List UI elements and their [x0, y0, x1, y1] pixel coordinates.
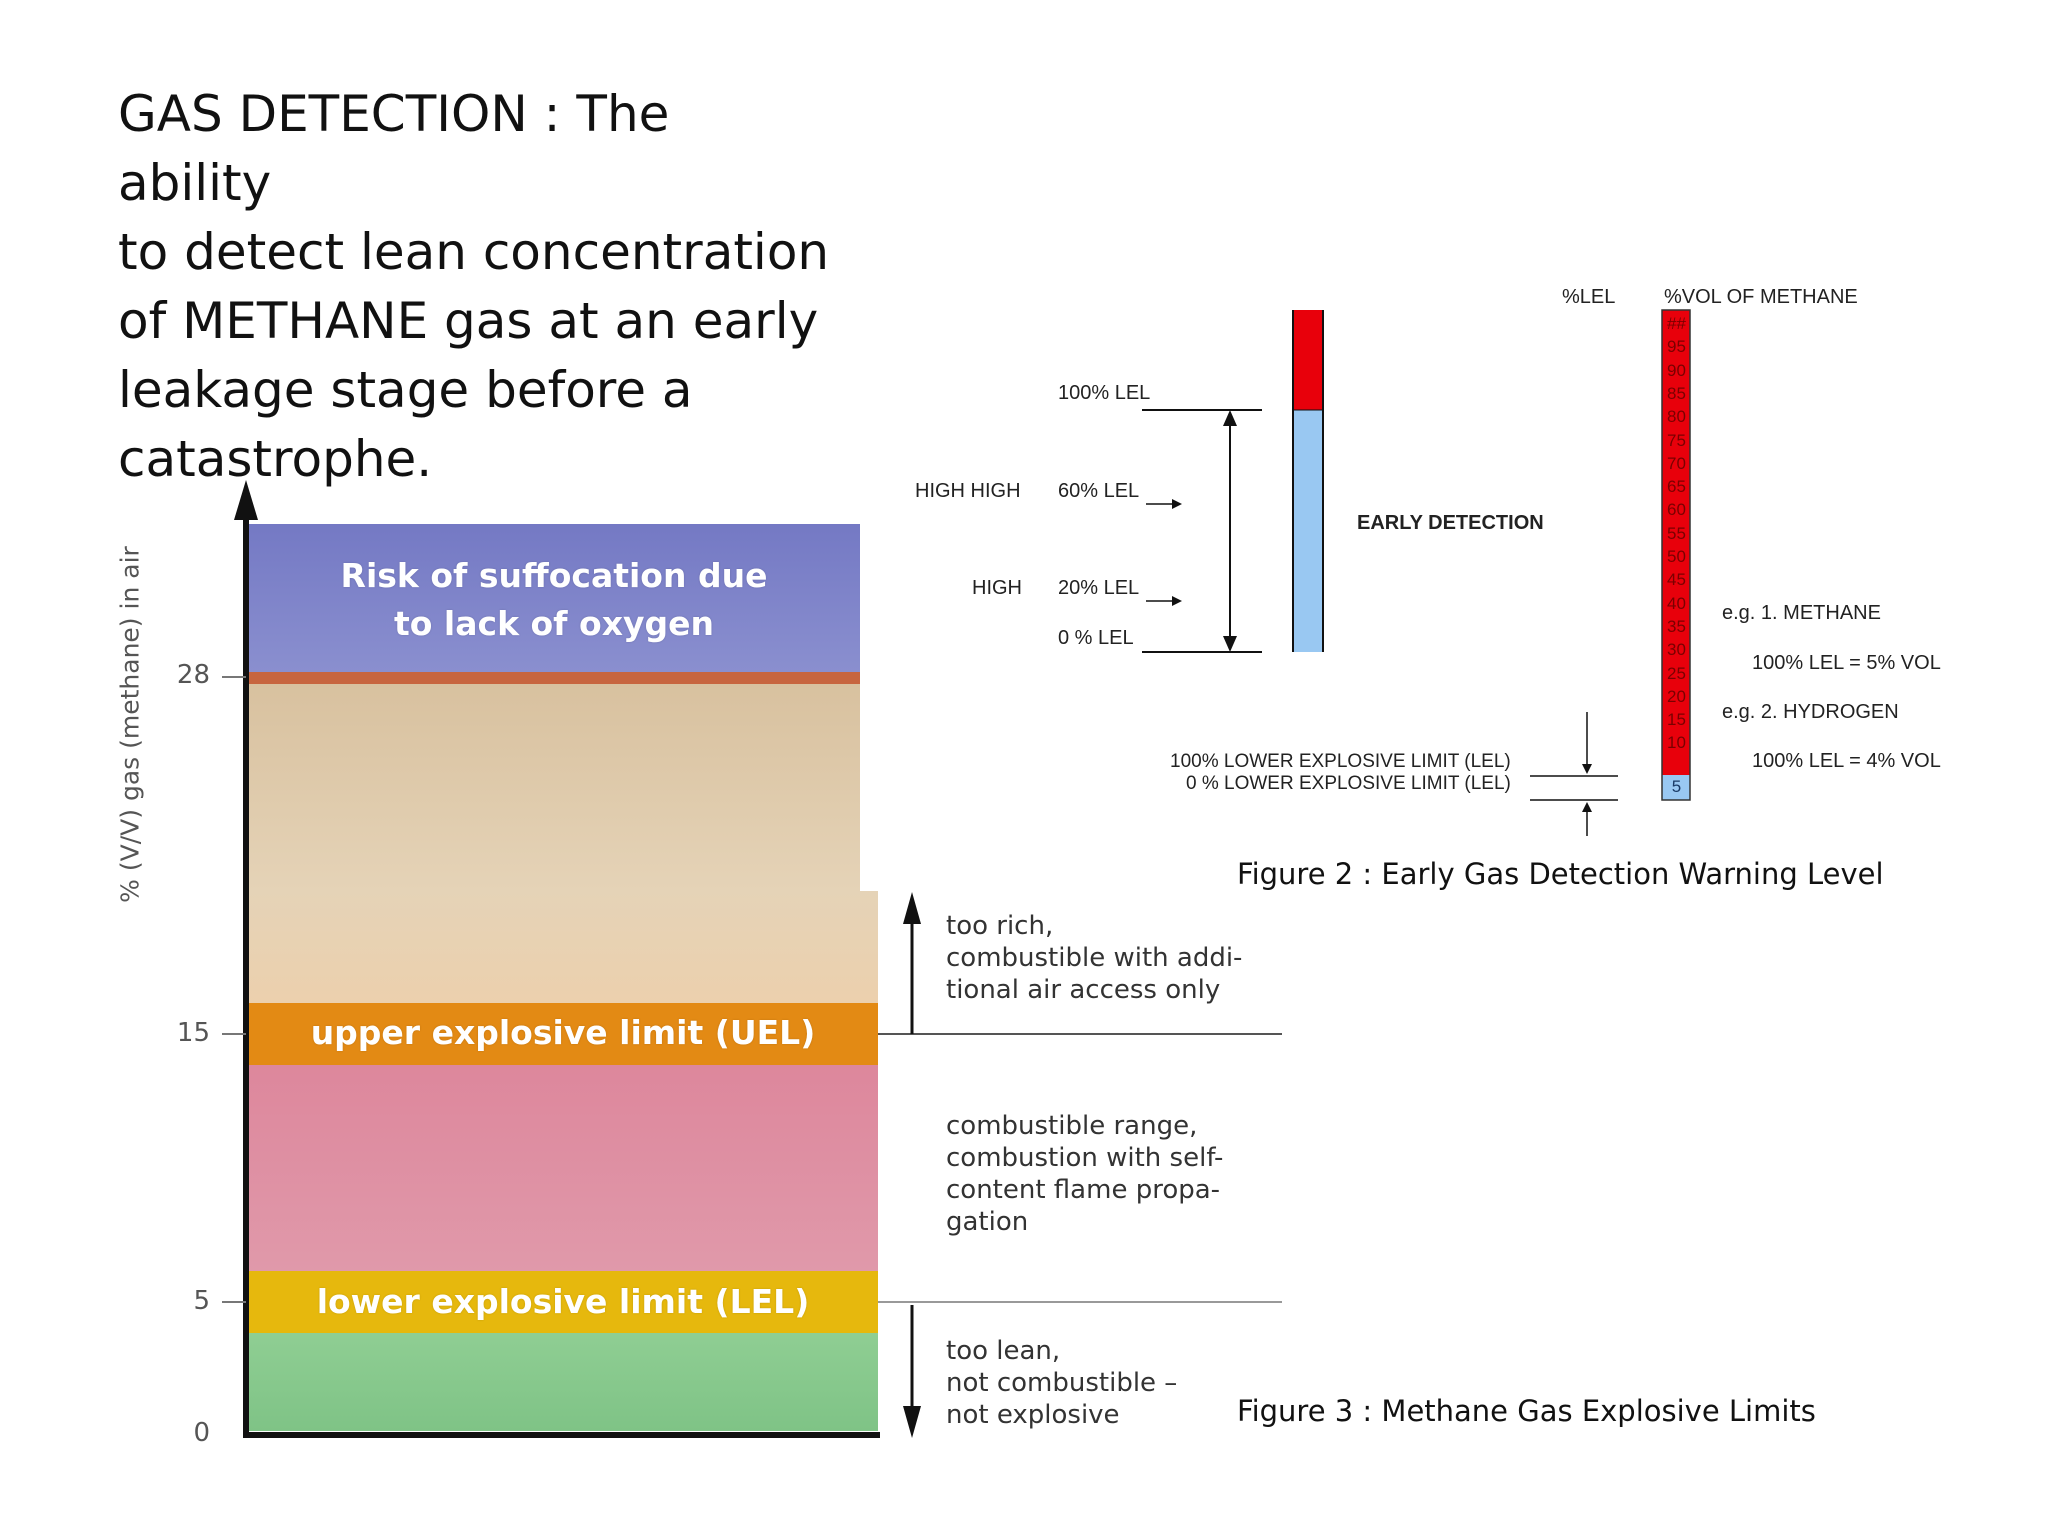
- example-1: e.g. 1. METHANE: [1722, 602, 1881, 624]
- vol-value: 75: [1667, 430, 1686, 450]
- lel-label: lower explosive limit (LEL): [316, 1282, 810, 1321]
- band-suffocation: [248, 524, 860, 672]
- example-2: e.g. 2. HYDROGEN: [1722, 701, 1899, 723]
- example-2-value: 100% LEL = 4% VOL: [1752, 750, 1941, 772]
- vol-value: 35: [1667, 616, 1686, 636]
- vol-value: 90: [1667, 360, 1686, 380]
- column-header-vol: %VOL OF METHANE: [1664, 286, 1858, 308]
- vol-value: 60: [1667, 500, 1686, 520]
- label-0-lel: 0 % LEL: [1058, 627, 1134, 649]
- vol-value: 45: [1667, 570, 1686, 590]
- vol-value: 15: [1667, 710, 1686, 730]
- label-high-high: HIGH HIGH: [915, 480, 1021, 502]
- tick-0: 0: [193, 1418, 210, 1448]
- vol-value: 50: [1667, 547, 1686, 566]
- label-high: HIGH: [972, 577, 1022, 599]
- vol-value: 30: [1667, 640, 1686, 660]
- vol-value: 25: [1667, 663, 1686, 683]
- vol-value: ##: [1667, 314, 1686, 333]
- vol-value: 5: [1671, 777, 1682, 796]
- label-20-lel: 20% LEL: [1058, 577, 1140, 599]
- band-uel: [248, 1003, 878, 1065]
- tick-28: 28: [176, 660, 210, 690]
- label-60-lel: 60% LEL: [1058, 480, 1140, 502]
- early-detection-label: EARLY DETECTION: [1357, 512, 1544, 534]
- figure-3-caption: Figure 3 : Methane Gas Explosive Limits: [1237, 1394, 1816, 1428]
- figure-2-caption: Figure 2 : Early Gas Detection Warning L…: [1237, 857, 1884, 891]
- band-rich: [248, 684, 860, 891]
- vol-value: 55: [1667, 523, 1686, 543]
- vol-value: 20: [1667, 686, 1686, 706]
- figure-2: 100% LEL HIGH HIGH 60% LEL HIGH 20% LEL …: [915, 286, 1941, 836]
- vol-value: 70: [1667, 453, 1686, 473]
- vol-value: 10: [1667, 733, 1686, 753]
- vol-value: 85: [1667, 383, 1686, 403]
- label-0-lower-explosive-limit: 0 % LOWER EXPLOSIVE LIMIT (LEL): [1186, 773, 1511, 794]
- band-rich-lower: [248, 891, 878, 1003]
- tick-15: 15: [176, 1018, 210, 1048]
- column-header-lel: %LEL: [1562, 286, 1616, 308]
- note-too-rich: too rich, combustible with addi- tional …: [946, 911, 1243, 1005]
- label-100-lower-explosive-limit: 100% LOWER EXPLOSIVE LIMIT (LEL): [1170, 751, 1511, 772]
- note-too-lean: too lean, not combustible – not explosiv…: [946, 1336, 1178, 1430]
- vol-value: 80: [1667, 407, 1686, 427]
- vol-value: 65: [1667, 477, 1686, 497]
- vol-value: 95: [1667, 337, 1686, 357]
- band-lel: [248, 1271, 878, 1333]
- figure-3-axes: [222, 480, 1282, 1438]
- band-combustible: [248, 1065, 878, 1271]
- band-divider: [248, 672, 860, 684]
- example-1-value: 100% LEL = 5% VOL: [1752, 652, 1941, 674]
- band-lean: [248, 1333, 878, 1431]
- figure-3: % (V/V) gas (methane) in air Risk of suf…: [0, 440, 1300, 1448]
- note-combustible: combustible range, combustion with self-…: [946, 1111, 1224, 1237]
- label-100-lel: 100% LEL: [1058, 382, 1151, 404]
- tick-5: 5: [193, 1286, 210, 1316]
- slide-title: GAS DETECTION : The ability to detect le…: [118, 85, 830, 488]
- vol-column: ## 95 90 85 80 75 70 65 60 55 50 45 40 3…: [1662, 312, 1690, 802]
- suffocation-label: Risk of suffocation due to lack of oxyge…: [340, 556, 768, 643]
- figure-2-graphics: [1142, 309, 1691, 836]
- vol-value: 40: [1667, 593, 1686, 613]
- uel-label: upper explosive limit (UEL): [310, 1013, 816, 1052]
